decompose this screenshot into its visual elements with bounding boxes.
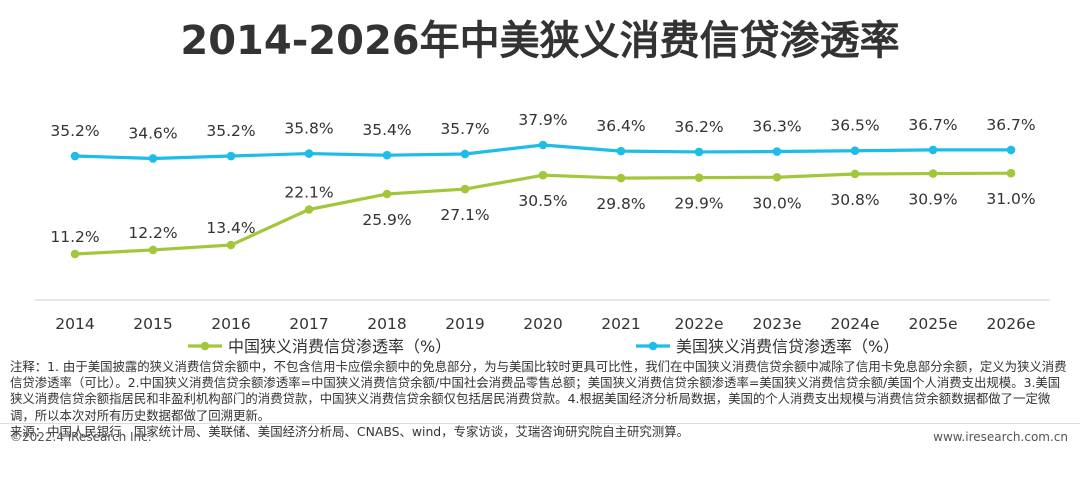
us-data-label: 35.7%: [440, 120, 489, 138]
us-data-point: [772, 147, 782, 156]
china-data-point: [538, 170, 548, 180]
us-data-label: 36.7%: [908, 116, 957, 134]
us-data-label: 36.3%: [752, 118, 801, 136]
x-tick-label: 2018: [367, 315, 406, 333]
x-tick-label: 2021: [601, 315, 640, 333]
x-tick-label: 2026e: [987, 315, 1036, 333]
x-tick-label: 2025e: [909, 315, 958, 333]
us-data-label: 35.8%: [284, 120, 333, 138]
us-data-point: [382, 150, 392, 160]
footer-divider: [0, 423, 1080, 424]
china-data-label: 27.1%: [440, 206, 489, 224]
us-legend-marker: [648, 341, 658, 351]
website: www.iresearch.com.cn: [933, 430, 1068, 444]
china-data-label: 30.9%: [908, 191, 957, 209]
china-data-point: [850, 169, 860, 179]
us-data-point: [616, 146, 626, 156]
us-data-point: [538, 140, 548, 150]
us-data-label: 36.2%: [674, 118, 723, 136]
us-data-point: [226, 151, 236, 161]
x-tick-label: 2017: [289, 315, 328, 333]
us-data-point: [928, 145, 938, 155]
x-tick-label: 2024e: [831, 315, 880, 333]
china-data-point: [1006, 168, 1016, 178]
notes-text: 注释：1. 由于美国披露的狭义消费信贷余额中，不包含信用卡应偿余额中的免息部分，…: [10, 359, 1067, 423]
us-data-label: 35.2%: [50, 122, 99, 140]
china-data-point: [70, 249, 80, 259]
page-title: 2014-2026年中美狭义消费信贷渗透率: [180, 18, 900, 64]
us-data-label: 35.2%: [206, 122, 255, 140]
us-data-label: 35.4%: [362, 121, 411, 139]
china-data-point: [382, 189, 392, 199]
china-data-label: 31.0%: [986, 190, 1035, 208]
x-tick-label: 2020: [523, 315, 562, 333]
china-data-label: 25.9%: [362, 211, 411, 229]
x-tick-label: 2014: [55, 315, 94, 333]
notes: 注释：1. 由于美国披露的狭义消费信贷余额中，不包含信用卡应偿余额中的免息部分，…: [10, 359, 1072, 440]
x-tick-label: 2019: [445, 315, 484, 333]
china-data-label: 30.0%: [752, 194, 801, 212]
china-data-label: 30.8%: [830, 191, 879, 209]
us-data-label: 36.4%: [596, 117, 645, 135]
line-chart: 2014 2015 2016 2017 2018 2019 2020 2021 2022e 202…: [35, 111, 1050, 356]
x-tick-label: 2016: [211, 315, 250, 333]
us-data-label: 36.5%: [830, 117, 879, 135]
china-data-label: 22.1%: [284, 184, 333, 202]
us-data-point: [850, 146, 860, 156]
china-data-label: 29.9%: [674, 195, 723, 213]
us-data-point: [70, 151, 80, 161]
china-data-label: 12.2%: [128, 224, 177, 242]
us-data-point: [148, 154, 158, 163]
china-data-point: [304, 205, 314, 214]
x-tick-label: 2023e: [753, 315, 802, 333]
china-data-point: [616, 173, 626, 183]
china-legend-marker: [200, 341, 210, 351]
china-series-line: [74, 171, 1012, 256]
x-tick-label: 2015: [133, 315, 172, 333]
us-legend-label: 美国狭义消费信贷渗透率（%）: [676, 337, 899, 356]
china-data-point: [694, 173, 704, 182]
china-legend-label: 中国狭义消费信贷渗透率（%）: [228, 337, 451, 356]
china-data-label: 13.4%: [206, 219, 255, 237]
china-data-label: 30.5%: [518, 192, 567, 210]
china-data-point: [928, 169, 938, 178]
us-data-label: 34.6%: [128, 124, 177, 142]
china-data-point: [148, 245, 158, 255]
copyright: ©2022.4 iResearch Inc.: [10, 430, 152, 444]
us-data-point: [1006, 145, 1016, 155]
china-data-point: [226, 240, 236, 250]
china-data-label: 29.8%: [596, 195, 645, 213]
china-data-point: [772, 172, 782, 182]
us-data-label: 36.7%: [986, 116, 1035, 134]
x-tick-label: 2022e: [675, 315, 724, 333]
source-text: 来源：中国人民银行、国家统计局、美联储、美国经济分析局、CNABS、wind，专…: [10, 423, 689, 439]
china-data-point: [460, 184, 470, 194]
us-data-label: 37.9%: [518, 111, 567, 129]
us-data-point: [694, 147, 704, 157]
us-data-point: [460, 149, 470, 159]
us-data-point: [304, 149, 314, 158]
china-data-label: 11.2%: [50, 228, 99, 246]
